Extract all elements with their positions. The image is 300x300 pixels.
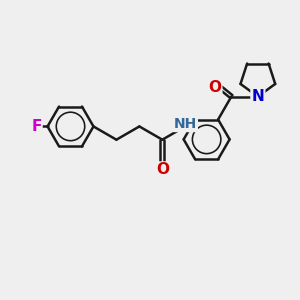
Text: O: O	[156, 163, 169, 178]
Text: O: O	[208, 80, 221, 94]
Text: NH: NH	[174, 117, 197, 131]
Text: N: N	[251, 89, 264, 104]
Text: F: F	[31, 119, 41, 134]
